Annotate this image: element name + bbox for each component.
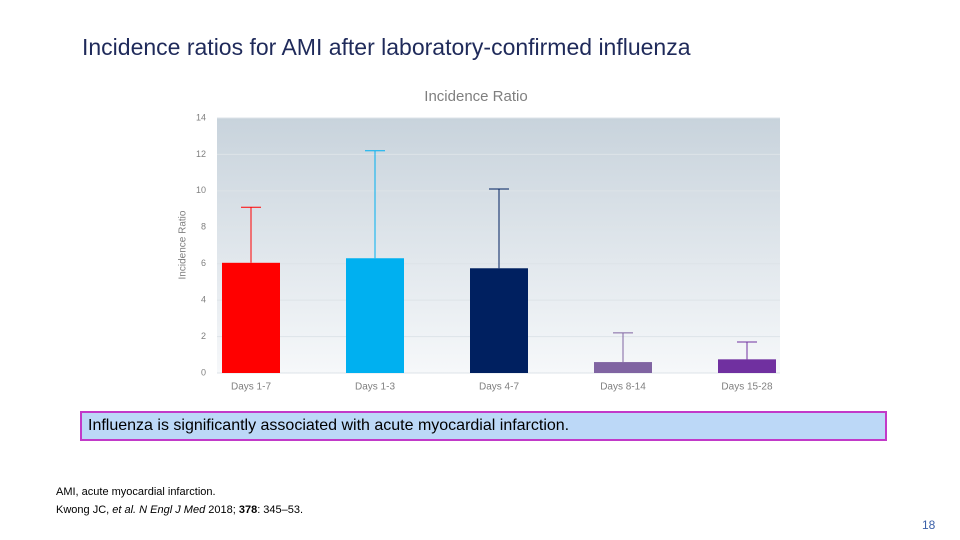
y-tick-label: 12	[196, 149, 206, 159]
ref-text: et al. N Engl J Med	[112, 504, 206, 516]
x-tick-label: Days 8-14	[600, 382, 646, 393]
bar	[470, 268, 528, 373]
x-tick-label: Days 15-28	[721, 382, 773, 393]
ref-text: 378	[238, 504, 258, 516]
y-tick-label: 8	[201, 222, 206, 232]
chart-title: Incidence Ratio	[424, 88, 527, 105]
y-tick-label: 14	[196, 112, 206, 122]
ref-text: 2018;	[205, 504, 239, 516]
x-tick-label: Days 1-7	[231, 382, 271, 393]
y-tick-label: 2	[201, 331, 206, 341]
y-tick-label: 6	[201, 258, 206, 268]
bar	[718, 359, 776, 373]
y-axis-label: Incidence Ratio	[178, 210, 189, 279]
x-tick-label: Days 4-7	[479, 382, 519, 393]
y-tick-label: 10	[196, 185, 206, 195]
footnote-reference: Kwong JC, et al. N Engl J Med 2018; 378:…	[56, 504, 303, 516]
page-number: 18	[922, 518, 936, 532]
slide-title: Incidence ratios for AMI after laborator…	[82, 34, 691, 60]
ref-text: : 345–53.	[257, 504, 304, 516]
footnote-abbreviation: AMI, acute myocardial infarction.	[56, 486, 216, 498]
callout: Influenza is significantly associated wi…	[80, 411, 887, 441]
y-tick-label: 4	[201, 295, 206, 305]
x-tick-label: Days 1-3	[355, 382, 395, 393]
bar	[346, 258, 404, 373]
y-tick-label: 0	[201, 367, 206, 377]
ref-text: Kwong JC,	[56, 504, 113, 516]
bar	[594, 362, 652, 373]
bar	[222, 262, 280, 373]
